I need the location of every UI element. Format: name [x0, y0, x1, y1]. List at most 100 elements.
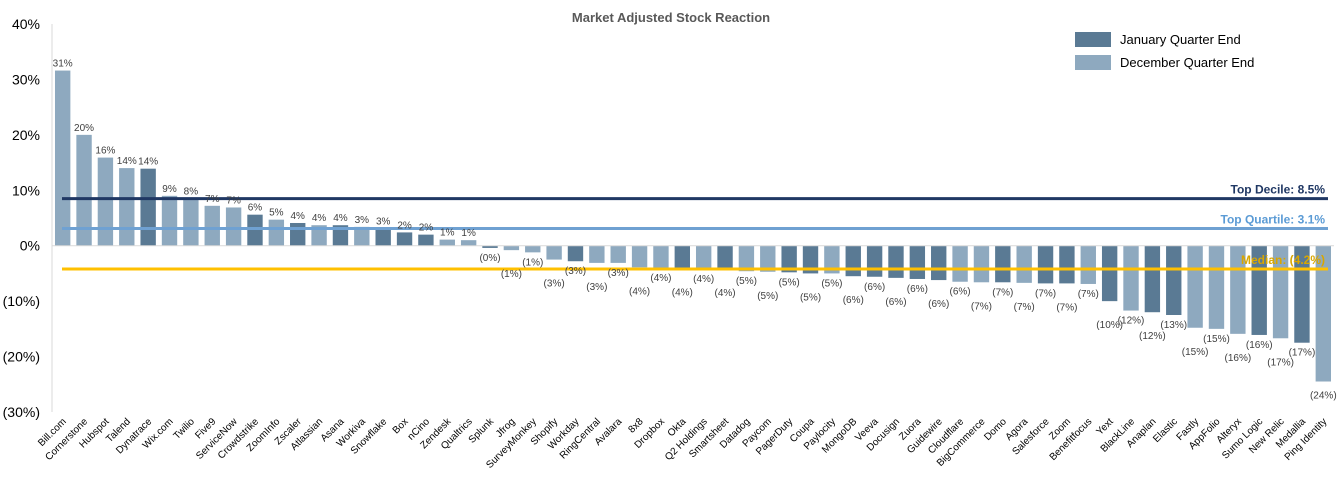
data-label: (7%) — [971, 301, 992, 312]
bar — [866, 245, 883, 277]
data-label: 14% — [138, 157, 158, 168]
bar — [268, 219, 285, 246]
data-label: 14% — [117, 156, 137, 167]
data-label: (7%) — [992, 287, 1013, 298]
y-tick-label: 30% — [12, 71, 40, 87]
bar — [54, 70, 71, 246]
x-tick-label: Domo — [982, 416, 1009, 443]
data-label: (6%) — [843, 295, 864, 306]
bar — [1208, 245, 1225, 329]
bar — [311, 225, 327, 246]
legend-label: January Quarter End — [1120, 32, 1241, 47]
data-label: 8% — [184, 187, 199, 198]
bar — [1187, 245, 1203, 328]
bar — [589, 245, 605, 263]
data-labels-group: 31%20%16%14% 14%9% 8%7% 7%6% 5% 4% 4% 4% 3% 3% 2% 2… — [53, 59, 1337, 402]
data-label: (10%) — [1096, 320, 1123, 331]
reference-line-label: Top Decile: 8.5% — [1231, 183, 1326, 197]
bar — [1037, 245, 1054, 284]
data-label: (7%) — [1035, 288, 1056, 299]
bar — [1080, 245, 1096, 284]
data-label: (7%) — [1078, 289, 1099, 300]
data-label: (12%) — [1118, 316, 1145, 327]
bar — [674, 245, 690, 269]
y-tick-label: 20% — [12, 127, 40, 143]
data-label: 6% — [248, 203, 263, 214]
bars-group — [52, 70, 1334, 382]
chart-title: Market Adjusted Stock Reaction — [572, 10, 770, 25]
bar — [119, 168, 135, 246]
x-tick-label: Elastic — [1151, 416, 1180, 445]
data-label: (3%) — [586, 282, 607, 293]
bar — [973, 245, 990, 283]
bar — [290, 222, 306, 246]
data-label: (5%) — [736, 276, 757, 287]
bar — [738, 245, 755, 272]
data-label: 20% — [74, 123, 94, 134]
data-label: 1% — [440, 228, 455, 239]
bar — [439, 239, 455, 246]
data-label: 4% — [333, 213, 348, 224]
bar — [1059, 245, 1075, 284]
x-axis: Bill.comCornerstoneHubspotTalendDynatrac… — [36, 416, 1329, 471]
reference-line-label: Top Quartile: 3.1% — [1221, 213, 1326, 227]
data-label: (5%) — [821, 278, 842, 289]
bar — [610, 245, 626, 263]
data-label: (15%) — [1182, 347, 1209, 358]
legend-label: December Quarter End — [1120, 55, 1254, 70]
data-label: (4%) — [629, 286, 650, 297]
bar — [183, 198, 199, 246]
y-tick-label: 40% — [12, 16, 40, 32]
data-label: (15%) — [1203, 334, 1230, 345]
y-tick-label: (10%) — [3, 293, 40, 309]
bar — [332, 225, 349, 246]
data-label: 7% — [205, 194, 220, 205]
bar — [354, 226, 370, 246]
bar — [503, 245, 520, 251]
data-label: 3% — [376, 217, 391, 228]
data-label: (17%) — [1267, 357, 1294, 368]
bar — [140, 168, 156, 246]
legend-swatch — [1075, 55, 1111, 70]
bar — [1166, 245, 1182, 315]
reference-line-label: Median: (4.2%) — [1241, 253, 1325, 267]
data-label: (5%) — [779, 277, 800, 288]
y-axis: 40% 30% 20% 10% 0% (10%) (20%) (30%) — [3, 16, 53, 420]
bar — [653, 245, 669, 268]
bar — [225, 207, 242, 246]
bar — [460, 240, 477, 246]
data-label: (6%) — [928, 299, 949, 310]
data-label: (5%) — [800, 292, 821, 303]
data-label: (1%) — [501, 269, 522, 280]
bar — [931, 245, 947, 281]
bar — [631, 245, 648, 268]
bar — [845, 245, 861, 277]
bar — [375, 228, 391, 246]
bar — [760, 245, 776, 272]
data-label: (4%) — [693, 274, 714, 285]
bar — [995, 245, 1011, 283]
bar — [567, 245, 584, 262]
bar — [888, 245, 904, 278]
data-label: (3%) — [608, 268, 629, 279]
data-label: 16% — [95, 146, 115, 157]
reference-lines-group: Top Decile: 8.5% Top Quartile: 3.1% Median… — [62, 183, 1328, 271]
legend-swatch — [1075, 32, 1111, 47]
data-label: (16%) — [1246, 340, 1273, 351]
data-label: (6%) — [950, 287, 971, 298]
data-label: (3%) — [565, 266, 586, 277]
data-label: 1% — [461, 228, 476, 239]
bar — [952, 245, 968, 282]
data-label: (7%) — [1056, 302, 1077, 313]
bar — [1315, 245, 1331, 382]
bar — [717, 245, 733, 269]
bar — [781, 245, 797, 273]
data-label: 4% — [312, 213, 327, 224]
data-label: (13%) — [1160, 320, 1187, 331]
bar — [204, 205, 220, 246]
bar — [418, 234, 434, 246]
bar — [247, 214, 263, 246]
data-label: (5%) — [757, 291, 778, 302]
